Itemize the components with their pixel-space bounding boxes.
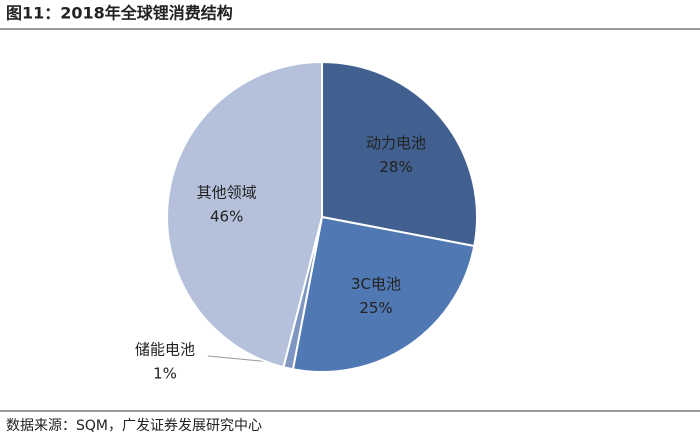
slice-label: 其他领域 [197,183,257,201]
pie-slice [321,60,478,248]
slice-value-label: 25% [359,299,392,317]
pie-slice [166,60,323,369]
slice-label: 储能电池 [135,341,195,359]
source-note: 数据来源：SQM，广发证券发展研究中心 [6,418,262,434]
slice-label: 3C电池 [351,275,401,293]
chart-title: 图11：2018年全球锂消费结构 [6,4,233,23]
slice-value-label: 1% [153,365,177,383]
slice-label: 动力电池 [366,134,426,152]
pie-slice [291,215,476,373]
slice-value-label: 46% [210,207,243,225]
slice-value-label: 28% [379,158,412,176]
